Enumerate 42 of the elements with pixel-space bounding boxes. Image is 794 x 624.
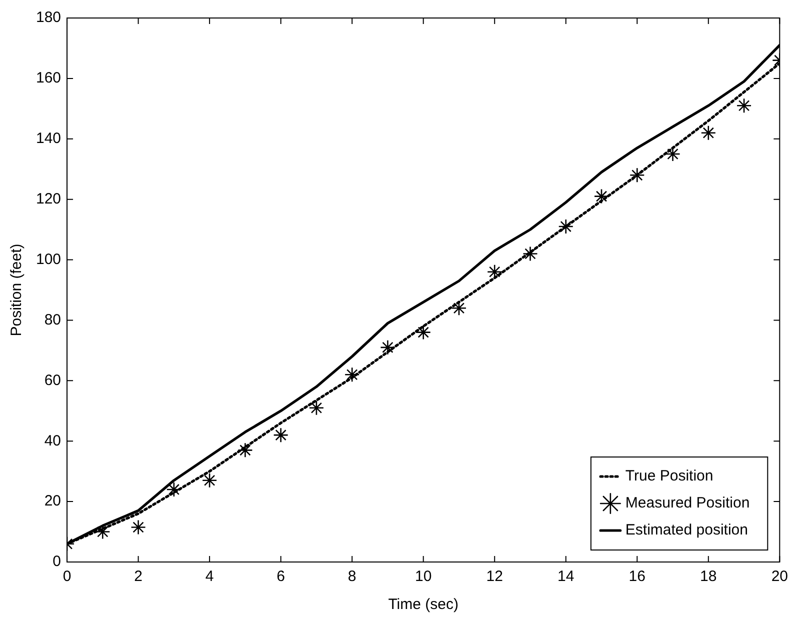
x-tick-label: 14 xyxy=(558,568,574,586)
legend-label: True Position xyxy=(625,468,714,485)
x-tick-label: 6 xyxy=(276,568,285,586)
point xyxy=(594,188,610,204)
y-tick-label: 140 xyxy=(36,130,62,148)
y-tick-label: 120 xyxy=(36,190,62,208)
y-axis-title: Position (feet) xyxy=(8,244,26,336)
point xyxy=(166,482,182,498)
point xyxy=(95,524,110,540)
point xyxy=(130,520,146,535)
point xyxy=(629,168,645,183)
x-tick-label: 10 xyxy=(415,568,432,586)
point xyxy=(486,264,502,280)
point xyxy=(522,246,538,262)
y-tick-label: 60 xyxy=(44,372,62,389)
point xyxy=(700,125,716,140)
x-tick-label: 16 xyxy=(628,568,646,586)
point xyxy=(238,442,253,458)
y-tick-label: 80 xyxy=(44,311,62,328)
x-axis-title: Time (sec) xyxy=(388,596,458,614)
legend-label: Measured Position xyxy=(625,494,750,512)
point xyxy=(308,400,324,416)
y-tick-label: 20 xyxy=(44,492,62,510)
y-tick-label: 40 xyxy=(44,432,62,450)
point xyxy=(273,427,288,443)
point xyxy=(558,218,574,234)
point xyxy=(380,340,396,356)
y-tick-label: 100 xyxy=(36,250,62,268)
y-tick-label: 180 xyxy=(36,9,62,26)
x-tick-label: 18 xyxy=(700,568,717,586)
point xyxy=(344,366,360,382)
x-tick-label: 2 xyxy=(134,568,142,586)
point xyxy=(202,472,218,488)
point xyxy=(416,324,431,340)
x-tick-label: 4 xyxy=(205,568,214,586)
legend-label: Estimated position xyxy=(625,522,748,539)
x-tick-label: 20 xyxy=(771,568,788,586)
y-tick-label: 160 xyxy=(36,70,62,87)
point xyxy=(736,98,752,114)
x-tick-label: 12 xyxy=(486,568,503,586)
x-tick-label: 8 xyxy=(348,568,356,586)
y-tick-label: 0 xyxy=(52,553,62,570)
